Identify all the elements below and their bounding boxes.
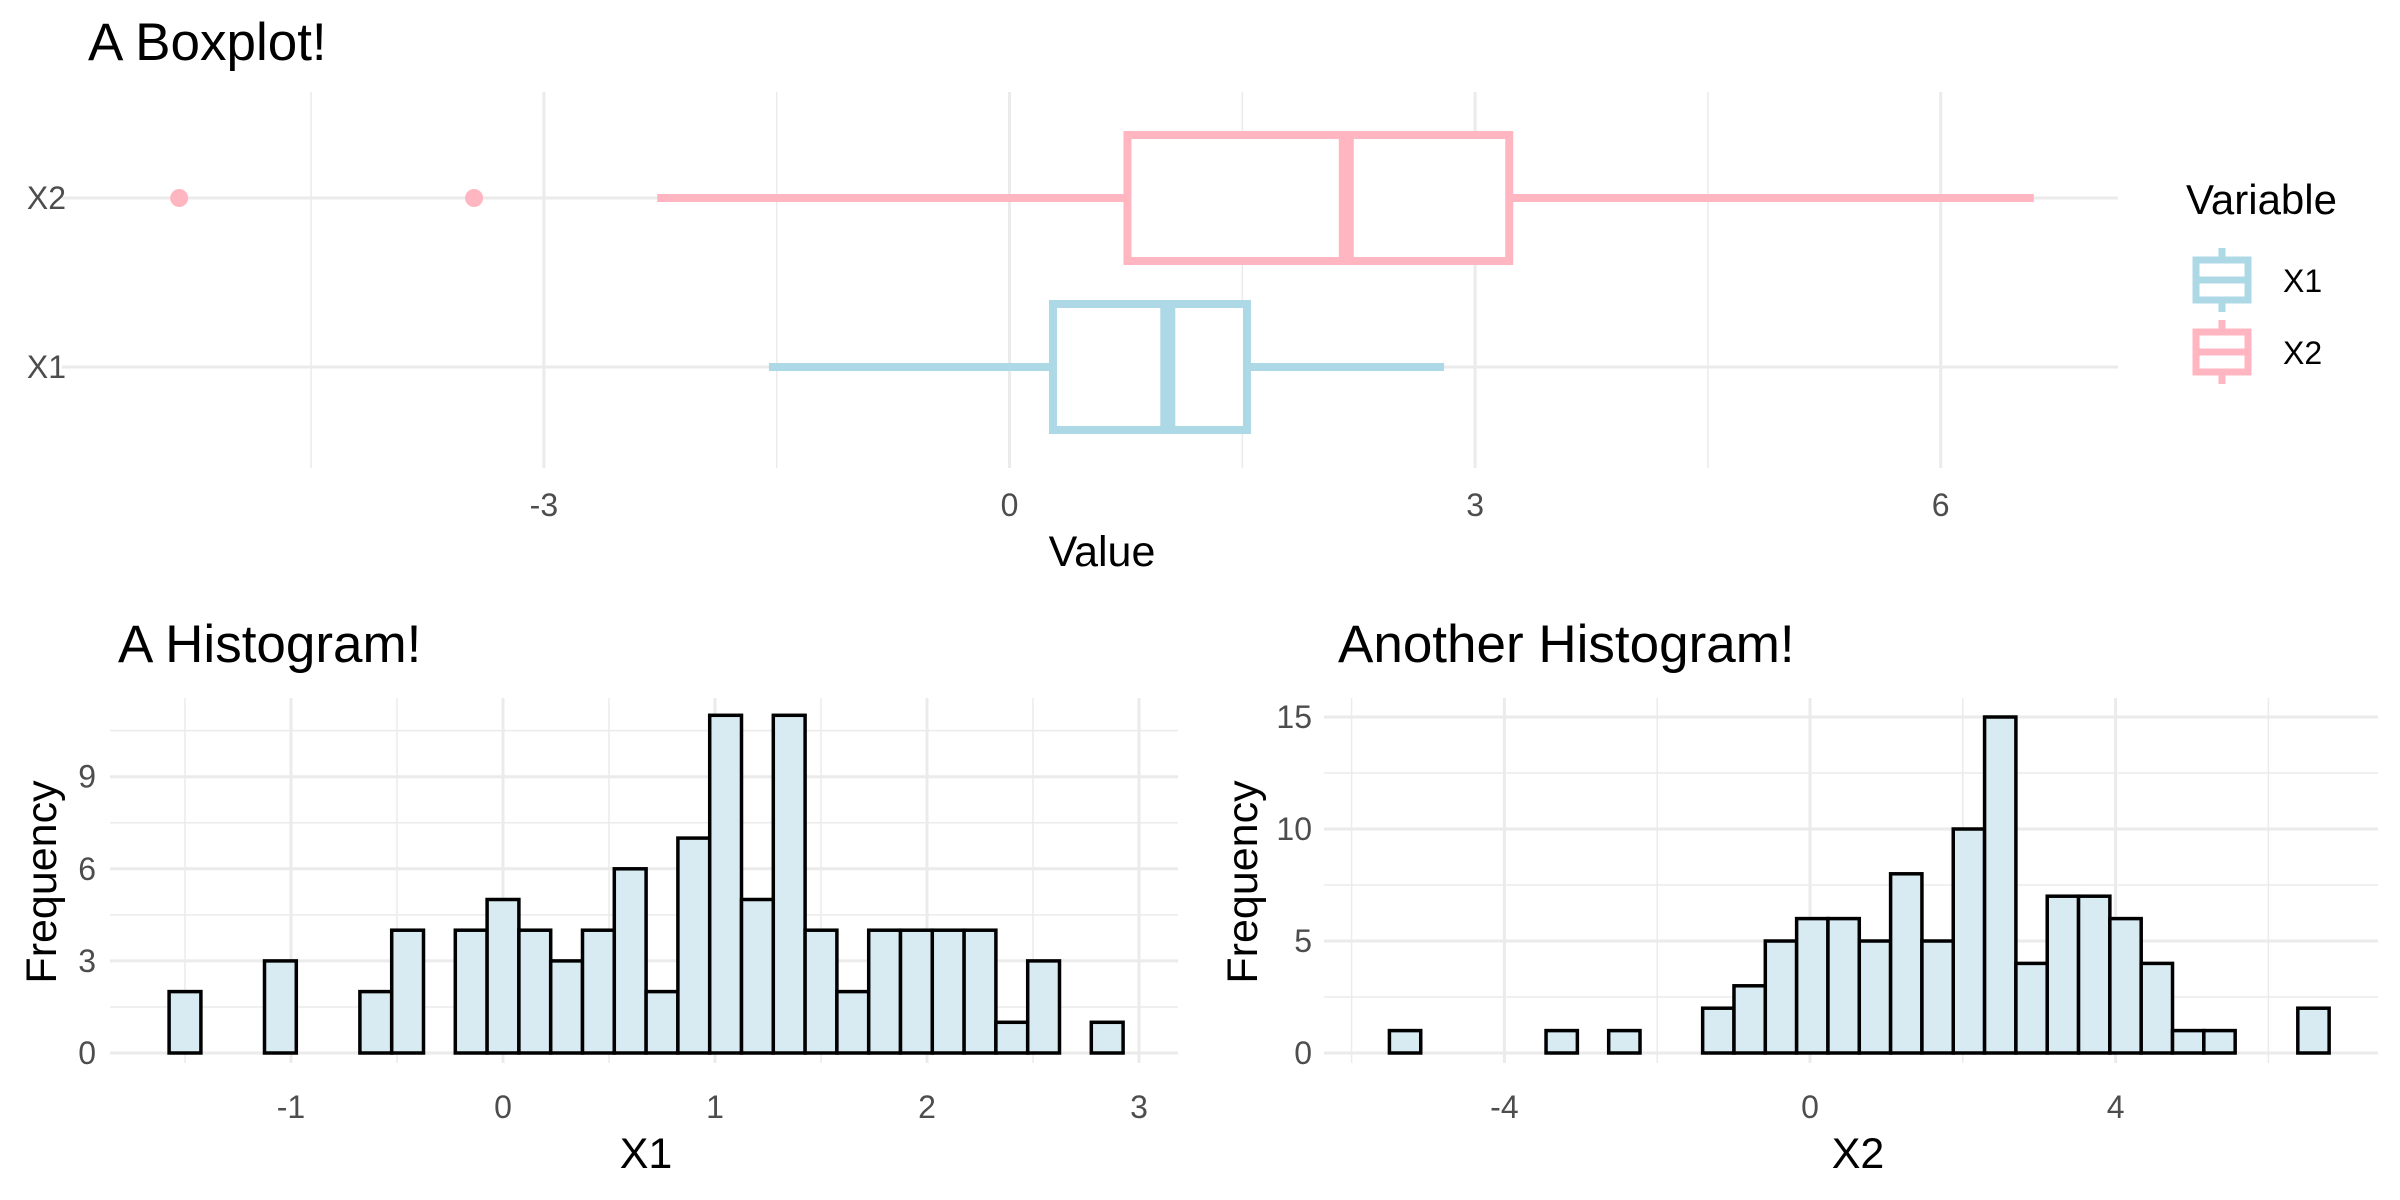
histogram-bar: [994, 1020, 1030, 1055]
histogram-bar: [1732, 984, 1768, 1055]
x-tick-label: -4: [1490, 1089, 1518, 1125]
histogram-2-title: Another Histogram!: [1338, 615, 1795, 674]
boxplot-panel: A Boxplot! -3 0 3 6 X2 X1 Value Variable X1 X2: [27, 13, 2337, 576]
histogram-bar: [548, 959, 585, 1055]
boxplot-ticks: -3 0 3 6 X2 X1: [27, 180, 1950, 523]
histogram-bar: [835, 989, 871, 1055]
histogram-bar: [676, 836, 712, 1055]
boxplot-y-tick-label: X2: [27, 180, 66, 216]
histogram-bar: [930, 928, 966, 1055]
histogram-bar: [485, 897, 521, 1055]
histogram-bar: [453, 928, 489, 1055]
histogram-2-panel: Another Histogram! 0 5 10 15 -4 0 4 X2 Frequen…: [1219, 615, 2378, 1178]
y-tick-label: 3: [78, 943, 96, 979]
histogram-bar: [2014, 961, 2049, 1055]
x-tick-label: -1: [277, 1089, 305, 1125]
histogram-bar: [262, 959, 299, 1055]
interquartile-box: [1123, 131, 1514, 265]
histogram-bar: [707, 713, 744, 1055]
y-tick-label: 10: [1276, 811, 1312, 847]
boxplot-x-tick-label: 3: [1466, 487, 1484, 523]
histogram-bar: [1544, 1028, 1580, 1055]
x-tick-label: 0: [1801, 1089, 1819, 1125]
histogram-bar: [1763, 939, 1799, 1055]
histogram-bar: [1982, 715, 2018, 1055]
legend-label: X2: [2283, 335, 2322, 371]
histogram-bar: [2202, 1028, 2237, 1055]
legend-key-x1: [2192, 248, 2252, 312]
histogram-bar: [866, 928, 903, 1055]
histogram-bar: [644, 989, 680, 1055]
histogram-bar: [517, 928, 553, 1055]
legend-label: X1: [2283, 263, 2322, 299]
histogram-bar: [1025, 959, 1062, 1055]
outlier-point: [465, 189, 484, 207]
histogram-bar: [2170, 1028, 2206, 1055]
x-tick-label: 1: [706, 1089, 724, 1125]
outlier-point: [170, 189, 189, 207]
histogram-1-ticks: 0 3 6 9 -1 0 1 2 3: [78, 759, 1148, 1125]
histogram-1-title: A Histogram!: [118, 615, 421, 674]
histogram-bar: [2108, 916, 2143, 1055]
histogram-bar: [1920, 939, 1956, 1055]
histogram-bar: [771, 713, 807, 1055]
histogram-1-y-axis-title: Frequency: [18, 780, 66, 984]
legend-key-x2: [2192, 320, 2252, 384]
histogram-2-x-axis-title: X2: [1832, 1130, 1885, 1178]
histogram-bar: [739, 897, 776, 1055]
histogram-bar: [1794, 916, 1830, 1055]
histogram-bar: [612, 867, 648, 1055]
histogram-1-x-axis-title: X1: [620, 1130, 673, 1178]
histogram-1-panel: A Histogram! 0 3 6 9 -1 0 1 2 3 X1 Frequency: [18, 615, 1178, 1178]
boxplot-x-axis-title: Value: [1049, 528, 1156, 576]
y-tick-label: 9: [78, 759, 96, 795]
boxplot-x-tick-label: 0: [1001, 487, 1019, 523]
histogram-2-y-axis-title: Frequency: [1219, 780, 1267, 984]
histogram-bar: [1089, 1020, 1125, 1055]
histogram-2-bars: [1387, 715, 2331, 1055]
boxplot-marks: [170, 131, 2034, 434]
x-tick-label: 3: [1130, 1089, 1148, 1125]
y-tick-label: 6: [78, 851, 96, 887]
x-tick-label: 0: [494, 1089, 512, 1125]
y-tick-label: 5: [1294, 923, 1312, 959]
legend: Variable X1 X2: [2186, 176, 2337, 384]
histogram-bar: [962, 928, 998, 1055]
histogram-bar: [358, 989, 394, 1055]
y-tick-label: 0: [1294, 1035, 1312, 1071]
histogram-bar: [898, 928, 935, 1055]
histogram-bar: [580, 928, 617, 1055]
y-tick-label: 15: [1276, 699, 1312, 735]
histogram-bar: [1951, 827, 1987, 1055]
histogram-bar: [1700, 1006, 1736, 1055]
histogram-bar: [389, 928, 426, 1055]
histogram-bar: [1888, 872, 1924, 1055]
histogram-bar: [1826, 916, 1862, 1055]
boxplot-x-tick-label: 6: [1932, 487, 1950, 523]
histogram-bar: [1606, 1028, 1642, 1055]
histogram-2-ticks: 0 5 10 15 -4 0 4: [1276, 699, 2124, 1125]
histogram-bar: [2045, 894, 2081, 1055]
x-tick-label: 4: [2107, 1089, 2125, 1125]
y-tick-label: 0: [78, 1035, 96, 1071]
histogram-bar: [803, 928, 839, 1055]
boxplot-title: A Boxplot!: [88, 13, 327, 72]
histogram-bar: [1387, 1028, 1423, 1055]
histogram-bar: [2076, 894, 2112, 1055]
interquartile-box: [1048, 300, 1251, 434]
boxplot-y-tick-label: X1: [27, 349, 66, 385]
histogram-bar: [1857, 939, 1893, 1055]
boxplot-x-tick-label: -3: [530, 487, 558, 523]
legend-title: Variable: [2186, 176, 2337, 223]
box-x2: [170, 131, 2034, 265]
histogram-bar: [2296, 1006, 2331, 1055]
histogram-bar: [2139, 961, 2175, 1055]
box-x1: [768, 300, 1445, 434]
x-tick-label: 2: [918, 1089, 936, 1125]
histogram-1-bars: [167, 713, 1125, 1055]
histogram-bar: [167, 989, 203, 1055]
